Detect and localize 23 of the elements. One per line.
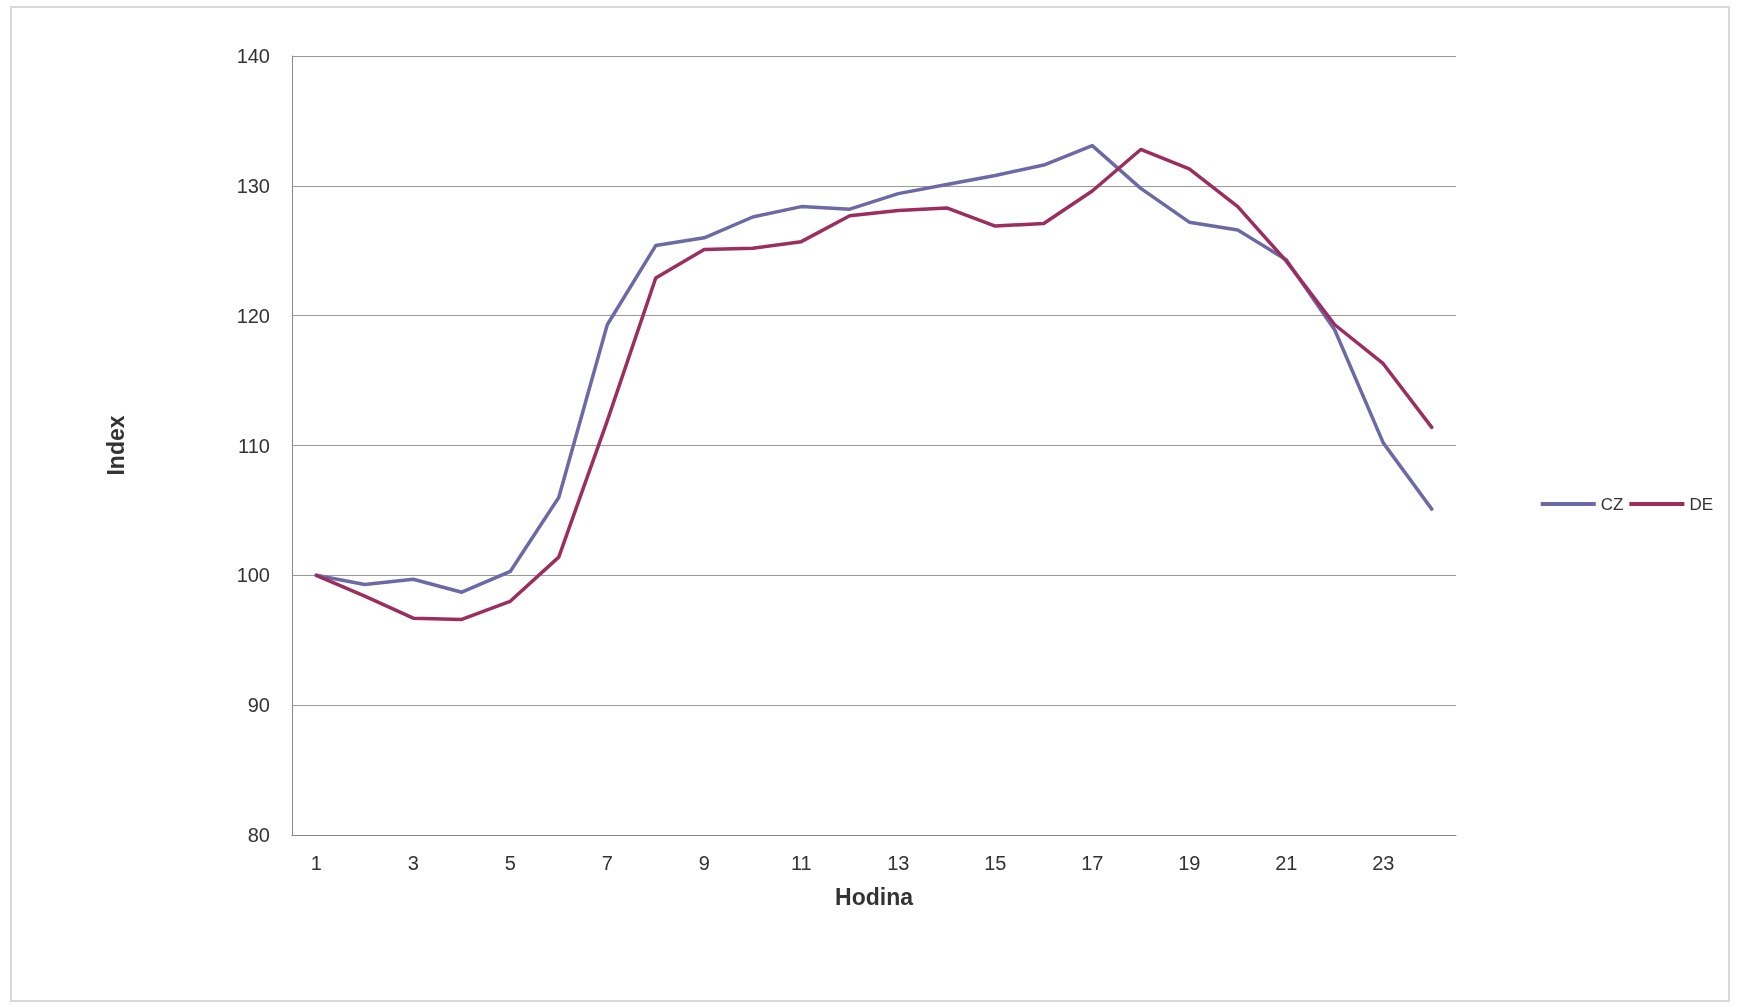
y-tick-label: 140 xyxy=(236,45,270,67)
x-tick-label: 15 xyxy=(984,852,1007,874)
x-tick-label: 3 xyxy=(407,852,419,874)
x-tick-label: 9 xyxy=(698,852,710,874)
y-tick-label: 90 xyxy=(247,694,270,717)
legend-label: CZ xyxy=(1600,494,1624,514)
y-tick-label: 80 xyxy=(247,824,270,846)
x-tick-label: 11 xyxy=(790,852,812,874)
y-tick-label: 120 xyxy=(236,304,270,327)
x-tick-label: 1 xyxy=(310,852,322,874)
x-tick-label: 17 xyxy=(1081,852,1104,874)
x-tick-label: 19 xyxy=(1178,852,1201,874)
x-tick-label: 13 xyxy=(887,852,910,874)
legend-label: DE xyxy=(1689,494,1714,514)
x-tick-label: 21 xyxy=(1275,852,1298,874)
y-tick-label: 100 xyxy=(236,564,270,587)
x-tick-label: 7 xyxy=(601,852,613,874)
y-axis-title: Index xyxy=(102,415,129,476)
y-tick-label: 130 xyxy=(236,174,270,197)
y-tick-label: 110 xyxy=(238,434,270,457)
x-axis-title: Hodina xyxy=(835,883,914,910)
x-tick-label: 5 xyxy=(504,852,516,874)
x-tick-label: 23 xyxy=(1372,852,1395,874)
